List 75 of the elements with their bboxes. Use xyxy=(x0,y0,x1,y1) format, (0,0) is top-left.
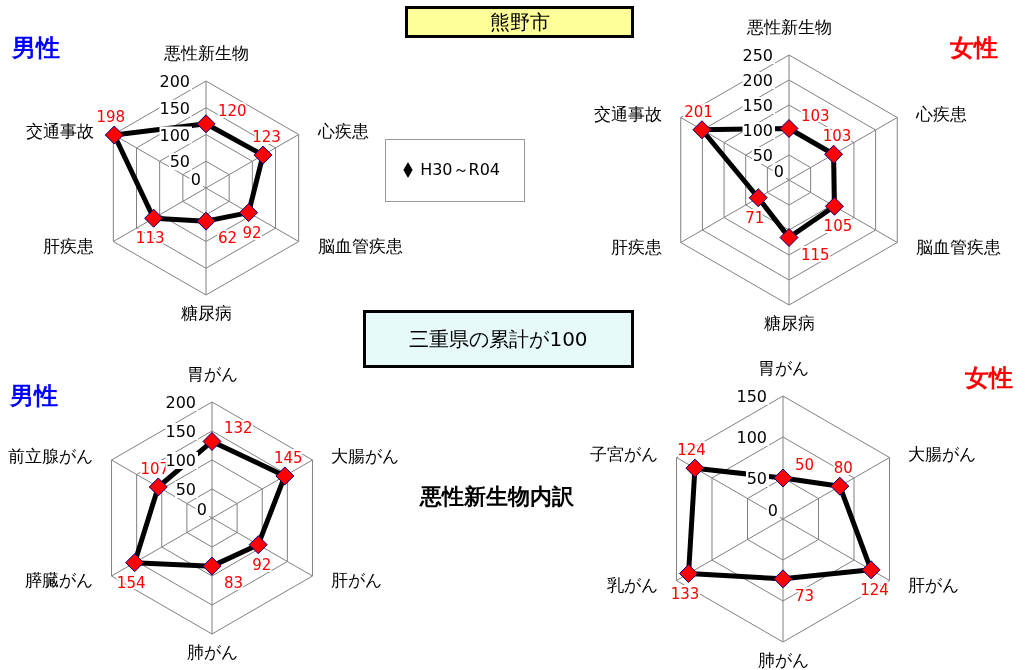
data-label: 62 xyxy=(218,229,238,248)
data-label: 120 xyxy=(218,101,247,120)
data-label: 124 xyxy=(677,441,706,460)
data-label: 50 xyxy=(795,456,815,474)
y-tick-label: 50 xyxy=(169,152,190,172)
y-tick-label: 150 xyxy=(736,387,767,406)
y-tick-label: 250 xyxy=(742,46,773,65)
data-label: 123 xyxy=(252,128,281,147)
data-label: 80 xyxy=(833,459,853,478)
spoke-label: 前立腺がん xyxy=(7,446,93,466)
y-tick-label: 50 xyxy=(746,469,767,488)
text: 悪性新生物内訳 xyxy=(420,483,574,511)
y-tick-label: 0 xyxy=(773,162,784,181)
spoke-label: 心疾患 xyxy=(915,103,968,124)
data-label: 154 xyxy=(116,573,146,592)
data-label: 115 xyxy=(801,245,830,264)
y-tick-label: 200 xyxy=(165,393,196,412)
data-label: 92 xyxy=(252,555,272,574)
legend-label: H30～R04 xyxy=(420,159,500,179)
spoke-label: 大腸がん xyxy=(908,443,977,464)
spoke-label: 肝疾患 xyxy=(43,235,95,256)
data-label: 133 xyxy=(670,584,700,603)
data-label: 201 xyxy=(684,102,713,121)
y-tick-label: 200 xyxy=(742,71,773,90)
y-tick-label: 0 xyxy=(767,501,778,520)
text: 女性 xyxy=(950,33,998,64)
spoke-label: 肝疾患 xyxy=(610,236,662,257)
y-tick-label: 100 xyxy=(742,121,773,140)
data-label: 198 xyxy=(96,108,126,127)
y-tick-label: 100 xyxy=(736,428,767,447)
data-label: 124 xyxy=(860,580,889,599)
spoke-label: 脳血管疾患 xyxy=(916,236,1002,257)
y-tick-label: 50 xyxy=(752,146,773,165)
y-tick-label: 100 xyxy=(165,451,196,470)
text: 三重県の累計が100 xyxy=(363,310,634,368)
data-label: 103 xyxy=(801,106,830,125)
y-tick-label: 150 xyxy=(165,422,196,441)
data-label: 71 xyxy=(745,208,765,227)
spoke-label: 悪性新生物 xyxy=(162,43,249,63)
spoke-label: 胃がん xyxy=(186,364,238,384)
spoke-label: 膵臓がん xyxy=(24,570,93,590)
data-label: 105 xyxy=(823,217,853,236)
y-tick-label: 200 xyxy=(159,72,190,91)
spoke-label: 肺がん xyxy=(757,650,809,670)
spoke-label: 交通事故 xyxy=(26,120,95,141)
text: 男性 xyxy=(10,381,58,412)
y-tick-label: 50 xyxy=(175,480,196,499)
data-label: 113 xyxy=(135,229,165,248)
text: 熊野市 xyxy=(405,6,634,38)
data-label: 83 xyxy=(224,574,244,593)
y-tick-label: 100 xyxy=(159,125,190,145)
spoke-label: 交通事故 xyxy=(593,103,662,124)
spoke-label: 子宮がん xyxy=(589,443,658,464)
data-label: 92 xyxy=(242,223,262,242)
y-tick-label: 0 xyxy=(196,500,207,519)
data-label: 73 xyxy=(795,586,815,605)
y-tick-label: 150 xyxy=(159,98,190,118)
chart-title: 女性 xyxy=(965,363,1013,394)
spoke-label: 大腸がん xyxy=(331,446,400,466)
spoke-label: 糖尿病 xyxy=(180,303,232,323)
spoke-label: 心疾患 xyxy=(316,120,369,141)
y-tick-label: 150 xyxy=(742,96,773,115)
data-label: 132 xyxy=(224,419,253,438)
spoke-label: 肝がん xyxy=(908,574,960,595)
spoke-label: 脳血管疾患 xyxy=(317,235,403,256)
chart-title: 男性 xyxy=(12,33,60,64)
y-tick-label: 0 xyxy=(190,170,201,189)
spoke-label: 糖尿病 xyxy=(763,313,815,333)
spoke-label: 乳がん xyxy=(606,574,658,595)
spoke-label: 悪性新生物 xyxy=(745,17,832,37)
data-label: 145 xyxy=(273,448,303,467)
spoke-label: 肺がん xyxy=(186,642,238,662)
data-label: 103 xyxy=(822,127,852,146)
spoke-label: 肝がん xyxy=(331,570,383,590)
spoke-label: 胃がん xyxy=(757,358,809,378)
